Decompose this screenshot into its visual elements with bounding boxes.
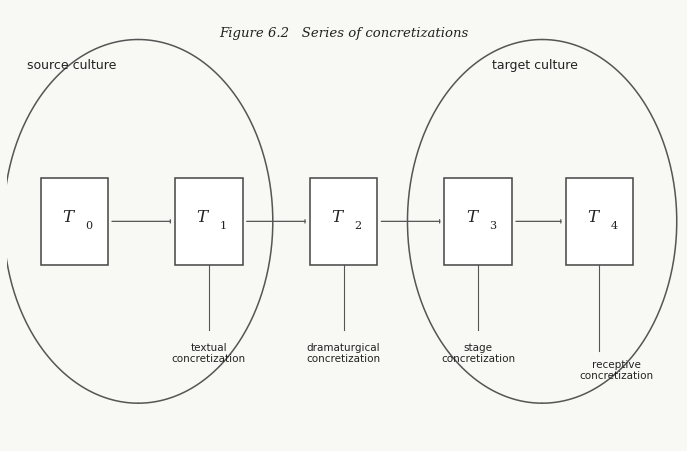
Text: T: T [196, 208, 207, 226]
Bar [175, 178, 243, 265]
Text: target culture: target culture [492, 59, 578, 72]
Text: 3: 3 [489, 221, 497, 230]
Text: T: T [466, 208, 477, 226]
Bar [444, 178, 512, 265]
Text: T: T [62, 208, 73, 226]
Bar [565, 178, 633, 265]
Text: 2: 2 [354, 221, 362, 230]
Text: Figure 6.2   Series of concretizations: Figure 6.2 Series of concretizations [219, 27, 468, 40]
Text: T: T [587, 208, 598, 226]
Text: 4: 4 [611, 221, 618, 230]
Text: dramaturgical
concretization: dramaturgical concretization [306, 343, 381, 364]
Text: receptive
concretization: receptive concretization [579, 360, 653, 382]
Text: 0: 0 [85, 221, 93, 230]
Bar [310, 178, 377, 265]
Text: T: T [331, 208, 342, 226]
Text: textual
concretization: textual concretization [172, 343, 246, 364]
Bar [41, 178, 108, 265]
Text: 1: 1 [220, 221, 227, 230]
Text: source culture: source culture [27, 59, 116, 72]
Text: stage
concretization: stage concretization [441, 343, 515, 364]
